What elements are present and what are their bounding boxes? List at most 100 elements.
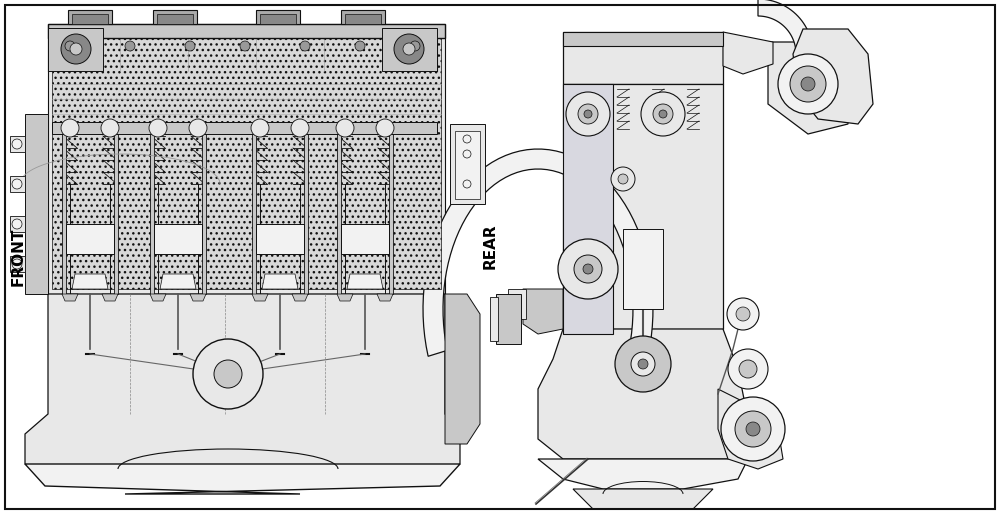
Polygon shape <box>292 294 308 301</box>
Bar <box>304 134 308 294</box>
Circle shape <box>403 43 415 55</box>
Circle shape <box>611 167 635 191</box>
Circle shape <box>251 119 269 137</box>
Bar <box>496 294 521 344</box>
Bar <box>66 224 114 254</box>
Polygon shape <box>25 294 460 474</box>
Polygon shape <box>160 274 196 289</box>
Bar <box>345 14 381 24</box>
Circle shape <box>721 397 785 461</box>
Circle shape <box>12 259 22 269</box>
Circle shape <box>463 180 471 188</box>
Polygon shape <box>48 24 445 294</box>
Circle shape <box>12 219 22 229</box>
Polygon shape <box>768 42 848 134</box>
Circle shape <box>778 54 838 114</box>
Circle shape <box>463 135 471 143</box>
Bar <box>153 10 197 24</box>
Circle shape <box>574 255 602 283</box>
Bar <box>455 131 480 199</box>
Bar <box>508 289 526 319</box>
Circle shape <box>739 360 757 378</box>
Text: REAR: REAR <box>482 223 498 269</box>
Circle shape <box>61 119 79 137</box>
Circle shape <box>631 352 655 376</box>
Bar <box>563 32 723 46</box>
Bar <box>490 297 498 341</box>
Bar <box>202 134 206 294</box>
Circle shape <box>214 360 242 388</box>
Bar <box>256 10 300 24</box>
Polygon shape <box>262 274 298 289</box>
Text: FRONT: FRONT <box>10 228 26 286</box>
Polygon shape <box>423 149 653 356</box>
Circle shape <box>61 34 91 64</box>
Polygon shape <box>538 329 748 459</box>
Circle shape <box>578 104 598 124</box>
Circle shape <box>12 139 22 149</box>
Bar <box>341 224 389 254</box>
Circle shape <box>463 150 471 158</box>
Bar <box>252 134 256 294</box>
Circle shape <box>70 43 82 55</box>
Polygon shape <box>563 32 723 84</box>
Bar <box>114 134 118 294</box>
Circle shape <box>641 92 685 136</box>
Bar <box>10 216 25 232</box>
Polygon shape <box>538 459 748 489</box>
Bar <box>382 28 437 71</box>
Circle shape <box>65 41 75 51</box>
Circle shape <box>736 307 750 321</box>
Bar <box>52 122 437 134</box>
Circle shape <box>376 119 394 137</box>
Bar <box>68 10 112 24</box>
Polygon shape <box>718 389 783 469</box>
Bar <box>62 134 66 294</box>
Circle shape <box>149 119 167 137</box>
Bar <box>623 229 663 309</box>
Circle shape <box>615 336 671 392</box>
Bar <box>341 10 385 24</box>
Circle shape <box>583 264 593 274</box>
Circle shape <box>300 41 310 51</box>
Circle shape <box>653 104 673 124</box>
Polygon shape <box>793 29 873 124</box>
Circle shape <box>584 110 592 118</box>
Polygon shape <box>723 32 773 74</box>
Circle shape <box>728 349 768 389</box>
Bar <box>150 134 154 294</box>
Bar <box>389 134 393 294</box>
Polygon shape <box>102 294 118 301</box>
Polygon shape <box>563 84 723 329</box>
Polygon shape <box>758 0 813 54</box>
Polygon shape <box>48 24 445 38</box>
Circle shape <box>185 41 195 51</box>
Circle shape <box>240 41 250 51</box>
Circle shape <box>659 110 667 118</box>
Circle shape <box>125 41 135 51</box>
Circle shape <box>618 174 628 184</box>
Circle shape <box>101 119 119 137</box>
Polygon shape <box>190 294 206 301</box>
Bar <box>256 224 304 254</box>
Polygon shape <box>150 294 166 301</box>
Polygon shape <box>52 28 441 289</box>
Bar <box>48 28 103 71</box>
Polygon shape <box>252 294 268 301</box>
Polygon shape <box>347 274 383 289</box>
Circle shape <box>291 119 309 137</box>
Bar <box>10 136 25 152</box>
Polygon shape <box>445 294 480 444</box>
Circle shape <box>336 119 354 137</box>
Circle shape <box>12 179 22 189</box>
Polygon shape <box>573 489 713 509</box>
Polygon shape <box>337 294 353 301</box>
Bar <box>337 134 341 294</box>
Circle shape <box>638 359 648 369</box>
Circle shape <box>394 34 424 64</box>
Polygon shape <box>25 114 48 294</box>
Polygon shape <box>25 464 460 494</box>
Polygon shape <box>523 289 563 334</box>
Circle shape <box>189 119 207 137</box>
Bar <box>72 14 108 24</box>
